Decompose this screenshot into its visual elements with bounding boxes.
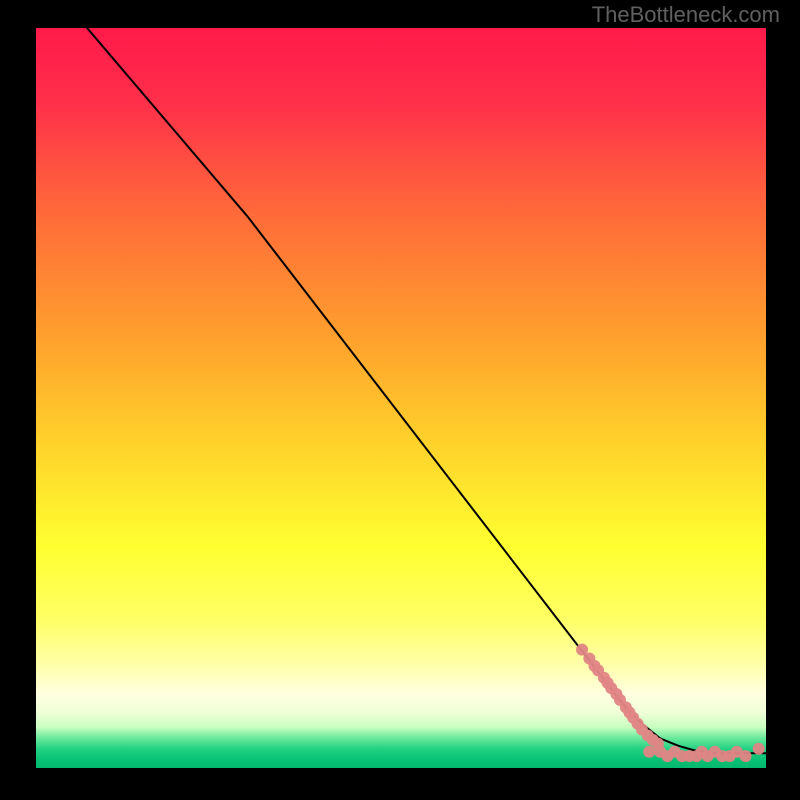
scatter-point xyxy=(740,750,752,762)
scatter-point xyxy=(643,746,655,758)
scatter-point xyxy=(753,743,765,755)
plot-frame xyxy=(36,28,766,768)
watermark-text: TheBottleneck.com xyxy=(592,2,780,28)
trend-line xyxy=(87,28,766,753)
chart-overlay xyxy=(36,28,766,768)
scatter-group xyxy=(576,644,765,763)
plot-area xyxy=(36,28,766,768)
